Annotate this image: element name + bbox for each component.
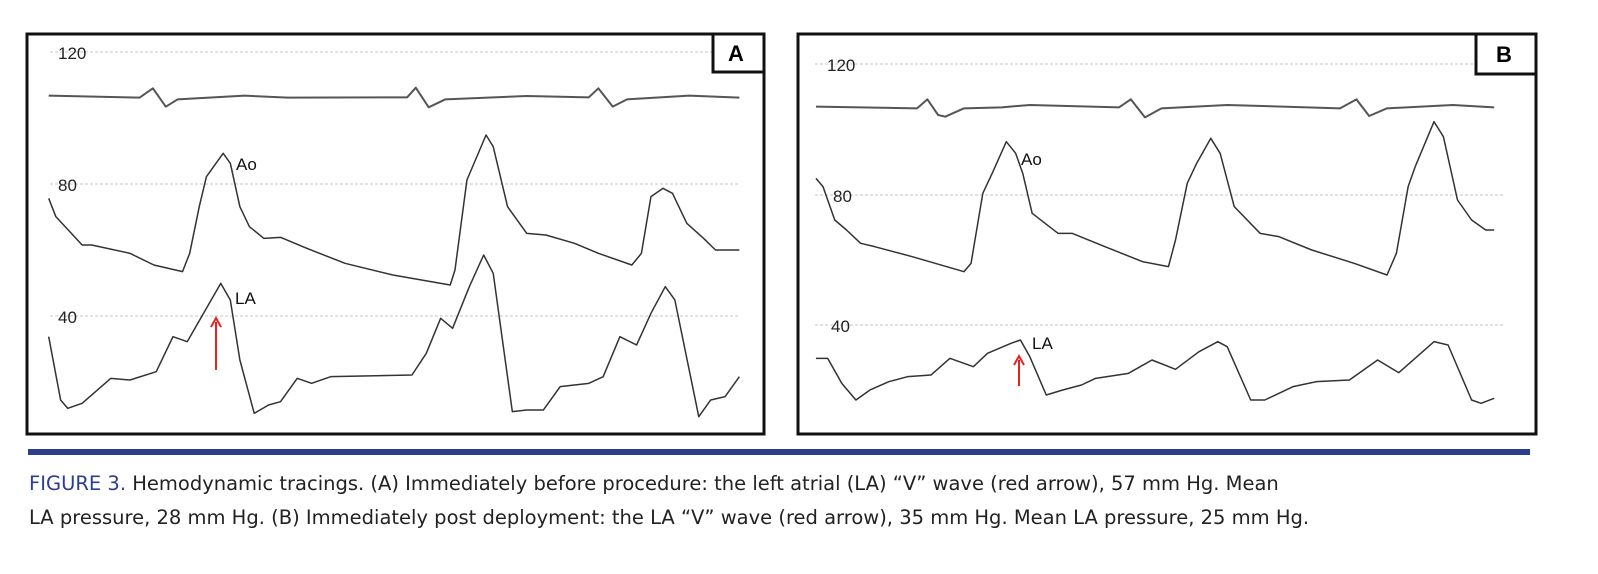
caption-line-2: LA pressure, 28 mm Hg. (B) Immediately p… <box>29 506 1310 529</box>
la-pressure-trace <box>49 255 740 417</box>
panel-b-label-box <box>1474 32 1538 76</box>
aortic-pressure-trace <box>816 122 1494 275</box>
panel-b-label: B <box>1496 42 1512 67</box>
red-arrow-icon <box>1013 353 1025 386</box>
panel-a-frame <box>25 32 766 436</box>
panel-b-frame <box>796 32 1538 436</box>
panel-a: 120 80 40 Ao LA A <box>25 32 766 436</box>
la-label: LA <box>1032 334 1053 353</box>
panel-b: 120 80 40 Ao LA B <box>796 32 1538 436</box>
y-tick-40: 40 <box>58 308 77 327</box>
y-tick-120: 120 <box>58 44 86 63</box>
aortic-pressure-trace <box>49 135 740 285</box>
figure-label: FIGURE 3. <box>29 472 127 495</box>
panel-a-label: A <box>728 41 744 66</box>
caption-line-1: FIGURE 3. Hemodynamic tracings. (A) Imme… <box>29 467 1539 501</box>
figure-caption: FIGURE 3. Hemodynamic tracings. (A) Imme… <box>29 467 1539 535</box>
ao-label: Ao <box>236 155 257 174</box>
red-arrow-icon <box>210 315 222 370</box>
caption-text-1: Hemodynamic tracings. (A) Immediately be… <box>132 472 1279 495</box>
y-tick-80: 80 <box>58 176 77 195</box>
y-tick-40: 40 <box>831 317 850 336</box>
y-tick-80: 80 <box>833 187 852 206</box>
y-tick-120: 120 <box>827 56 855 75</box>
hemodynamic-figure: 120 80 40 Ao LA A 120 80 40 Ao LA <box>25 32 1538 436</box>
la-pressure-trace <box>816 340 1494 403</box>
ecg-trace <box>816 99 1494 117</box>
ecg-trace <box>49 88 740 108</box>
la-label: LA <box>235 289 256 308</box>
ao-label: Ao <box>1021 150 1042 169</box>
panel-a-label-box <box>711 32 766 74</box>
caption-rule <box>28 449 1530 455</box>
